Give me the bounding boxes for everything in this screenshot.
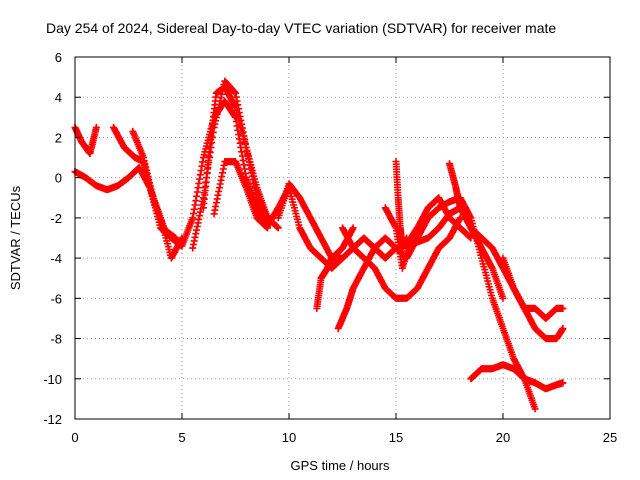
- data-point: [403, 234, 411, 242]
- y-tick-label: 2: [55, 130, 62, 145]
- x-tick-label: 0: [71, 430, 78, 445]
- data-point: [92, 123, 100, 131]
- data-point: [264, 224, 272, 232]
- y-tick-label: 0: [55, 171, 62, 186]
- x-tick-label: 20: [496, 430, 510, 445]
- x-axis-label: GPS time / hours: [291, 458, 390, 473]
- x-tick-label: 15: [389, 430, 403, 445]
- y-axis-label: SDTVAR / TECUs: [8, 185, 23, 290]
- y-tick-label: -6: [50, 291, 62, 306]
- series-s18: [467, 224, 567, 343]
- data-points: [71, 77, 567, 413]
- y-tick-label: 6: [55, 50, 62, 65]
- series-s19: [499, 254, 567, 322]
- data-point: [274, 224, 282, 232]
- data-point: [349, 224, 357, 232]
- axis-ticks: 0 5 10 15 20 25 -12 -10 -8 -6 -4 -2 0 2 4 6: [43, 50, 617, 445]
- series-s15: [413, 194, 475, 242]
- data-point: [499, 294, 507, 302]
- data-point: [531, 405, 539, 413]
- series-s9: [313, 224, 357, 312]
- series-s4: [129, 127, 180, 242]
- x-tick-label: 10: [282, 430, 296, 445]
- data-point: [559, 304, 567, 312]
- series-s13: [392, 158, 411, 252]
- data-point: [455, 215, 463, 223]
- data-point: [348, 225, 356, 233]
- series-s11: [339, 214, 464, 302]
- y-tick-label: 4: [55, 90, 62, 105]
- data-point: [559, 379, 567, 387]
- data-point: [339, 254, 346, 262]
- series-s20: [467, 361, 567, 393]
- data-point: [172, 234, 180, 242]
- y-tick-label: -4: [50, 251, 62, 266]
- plot-frame: [74, 56, 611, 420]
- y-tick-label: -10: [43, 372, 62, 387]
- x-tick-label: 5: [178, 430, 185, 445]
- series-s6: [199, 83, 272, 222]
- series-s2: [71, 123, 100, 157]
- chart-title: Day 254 of 2024, Sidereal Day-to-day VTE…: [46, 20, 556, 36]
- series-s8: [274, 180, 346, 262]
- y-tick-label: -2: [50, 211, 62, 226]
- series-s7: [210, 158, 272, 232]
- y-tick-label: -8: [50, 332, 62, 347]
- grid: [75, 57, 610, 419]
- data-point: [559, 325, 567, 332]
- x-tick-label: 25: [603, 430, 617, 445]
- y-tick-label: -12: [43, 412, 62, 427]
- data-point: [264, 214, 272, 222]
- data-point: [178, 234, 186, 242]
